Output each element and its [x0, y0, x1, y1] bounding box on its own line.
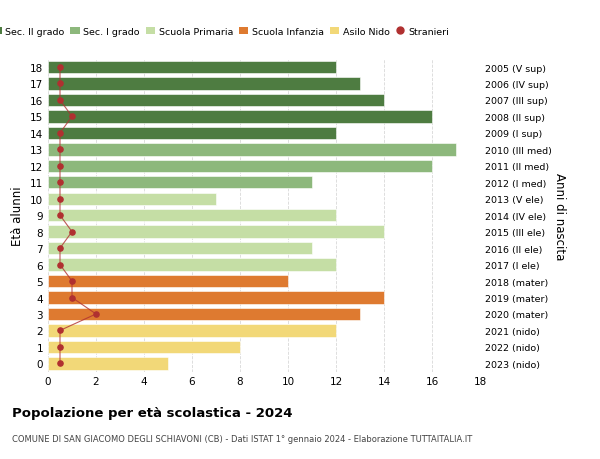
Bar	[48, 128, 336, 140]
Bar	[48, 144, 456, 156]
Bar	[48, 62, 336, 74]
Bar	[48, 275, 288, 288]
Bar	[48, 242, 312, 255]
Point	[67, 278, 77, 285]
Bar	[48, 259, 336, 271]
Point	[55, 261, 65, 269]
Bar	[48, 226, 384, 238]
Text: Popolazione per età scolastica - 2024: Popolazione per età scolastica - 2024	[12, 406, 293, 419]
Text: COMUNE DI SAN GIACOMO DEGLI SCHIAVONI (CB) - Dati ISTAT 1° gennaio 2024 - Elabor: COMUNE DI SAN GIACOMO DEGLI SCHIAVONI (C…	[12, 434, 472, 443]
Point	[67, 229, 77, 236]
Bar	[48, 325, 336, 337]
Point	[67, 294, 77, 302]
Bar	[48, 177, 312, 189]
Point	[91, 311, 101, 318]
Bar	[48, 95, 384, 107]
Point	[55, 146, 65, 154]
Legend: Sec. II grado, Sec. I grado, Scuola Primaria, Scuola Infanzia, Asilo Nido, Stran: Sec. II grado, Sec. I grado, Scuola Prim…	[0, 24, 453, 40]
Bar	[48, 78, 360, 90]
Y-axis label: Anni di nascita: Anni di nascita	[553, 172, 566, 259]
Bar	[48, 292, 384, 304]
Point	[67, 113, 77, 121]
Point	[55, 196, 65, 203]
Point	[55, 163, 65, 170]
Point	[55, 212, 65, 219]
Point	[55, 179, 65, 186]
Point	[55, 245, 65, 252]
Point	[55, 360, 65, 367]
Point	[55, 327, 65, 335]
Bar	[48, 210, 336, 222]
Bar	[48, 111, 432, 123]
Point	[55, 130, 65, 137]
Point	[55, 97, 65, 104]
Point	[55, 64, 65, 72]
Y-axis label: Età alunni: Età alunni	[11, 186, 25, 246]
Bar	[48, 160, 432, 173]
Point	[55, 343, 65, 351]
Bar	[48, 193, 216, 206]
Bar	[48, 358, 168, 370]
Bar	[48, 341, 240, 353]
Point	[55, 81, 65, 88]
Bar	[48, 308, 360, 320]
